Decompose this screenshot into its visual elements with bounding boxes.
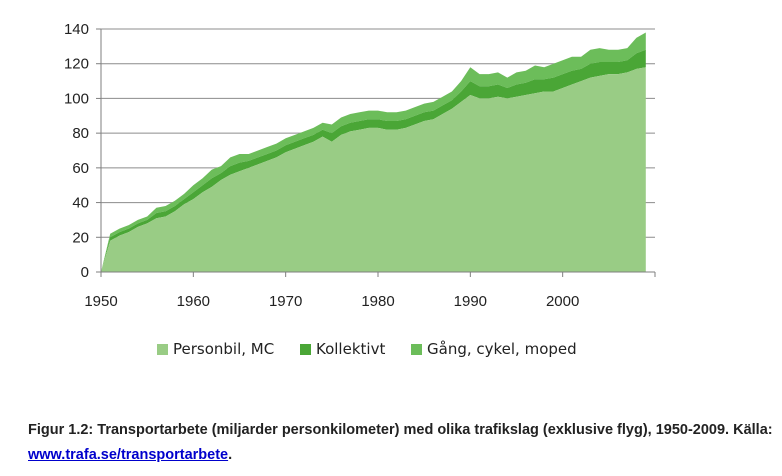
x-tick-label: 1960 <box>177 293 210 310</box>
legend-swatch <box>411 344 422 355</box>
axes <box>96 28 656 277</box>
y-tick-label: 100 <box>64 90 89 107</box>
legend-swatch <box>157 344 168 355</box>
stacked-area-chart: 0 20 40 60 80 100 120 140 1950 1960 1970 1980 1990 2… <box>64 21 656 358</box>
y-tick-label: 80 <box>72 125 89 142</box>
x-tick-label: 1970 <box>269 293 302 310</box>
x-tick-labels: 1950 1960 1970 1980 1990 2000 <box>84 293 579 310</box>
legend-swatch <box>300 344 311 355</box>
series-areas <box>101 32 646 272</box>
y-tick-label: 140 <box>64 21 89 38</box>
y-tick-label: 120 <box>64 56 89 73</box>
x-tick-label: 1990 <box>454 293 487 310</box>
y-tick-label: 0 <box>81 264 89 281</box>
caption-end: . <box>228 447 233 463</box>
area-gång-cykel-moped <box>101 32 646 272</box>
y-tick-labels: 0 20 40 60 80 100 120 140 <box>64 21 89 281</box>
legend-label: Personbil, MC <box>173 340 274 358</box>
y-tick-label: 20 <box>72 229 89 246</box>
area-personbil-mc <box>101 67 646 272</box>
source-link[interactable]: www.trafa.se/transportarbete <box>28 447 229 463</box>
y-tick-label: 40 <box>72 195 89 212</box>
y-tick-label: 60 <box>72 160 89 177</box>
figure-caption: Figur 1.2: Transportarbete (miljarder pe… <box>28 418 778 468</box>
legend-label: Gång, cykel, moped <box>427 340 577 358</box>
x-tick-label: 2000 <box>546 293 579 310</box>
legend: Personbil, MC Kollektivt Gång, cykel, mope… <box>157 340 577 358</box>
legend-label: Kollektivt <box>316 340 385 358</box>
caption-text: Figur 1.2: Transportarbete (miljarder pe… <box>28 422 773 438</box>
area-kollektivt <box>101 49 646 272</box>
x-tick-label: 1950 <box>84 293 117 310</box>
x-tick-label: 1980 <box>361 293 394 310</box>
